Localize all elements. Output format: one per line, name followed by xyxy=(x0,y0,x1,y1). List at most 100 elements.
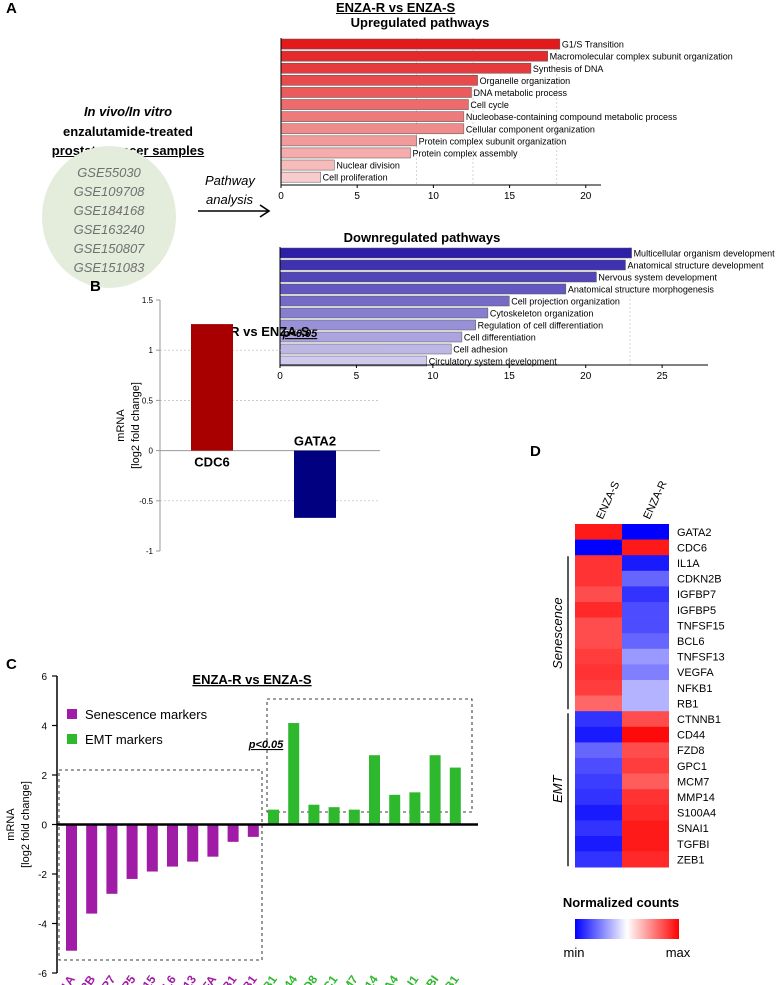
heatmap-cell xyxy=(575,726,622,743)
x-tick-label: 20 xyxy=(580,371,592,380)
marker-bar xyxy=(86,824,98,914)
x-tick-label: 15 xyxy=(504,191,516,200)
pathway-label: Cell cycle xyxy=(470,100,509,110)
pathway-label: Cell adhesion xyxy=(453,345,508,355)
heatmap-cell xyxy=(622,680,669,696)
heatmap-cell xyxy=(575,851,622,868)
heatmap-cell xyxy=(622,617,669,634)
pathway-bar xyxy=(280,50,548,62)
chart-title: ENZA-R vs ENZA-S xyxy=(192,672,312,687)
chart-title: Downregulated pathways xyxy=(344,230,501,245)
marker-bar xyxy=(146,824,158,872)
row-label: NFKB1 xyxy=(677,683,712,695)
pathway-label: Organelle organization xyxy=(480,76,571,86)
heatmap-cell xyxy=(622,648,669,665)
x-tick-label: IL1A xyxy=(52,972,79,985)
x-tick-label: 15 xyxy=(504,371,516,380)
pathway-analysis-label-line1: Pathway xyxy=(205,173,255,188)
row-label: FZD8 xyxy=(677,745,705,757)
heatmap-cell xyxy=(622,602,669,618)
pathway-bar xyxy=(280,62,532,74)
heatmap-cell xyxy=(575,617,622,634)
heatmap-cell xyxy=(575,789,622,806)
row-label: TNFSF13 xyxy=(677,652,725,664)
pathway-label: Cellular component organization xyxy=(466,124,595,134)
heatmap-cell xyxy=(575,633,622,650)
pathway-bar xyxy=(279,271,597,283)
heatmap-cell xyxy=(575,804,622,821)
x-tick-label: 0 xyxy=(278,191,284,200)
upregulated-pathways-chart: Upregulated pathways G1/S Transition Macro… xyxy=(278,15,733,200)
row-label: CDKN2B xyxy=(677,574,722,586)
pathway-arrow xyxy=(198,204,271,218)
panel-label-a: A xyxy=(6,0,17,17)
row-label: ZEB1 xyxy=(677,854,705,866)
pathway-label: G1/S Transition xyxy=(562,40,624,50)
row-label: VEGFA xyxy=(677,667,714,679)
marker-bar xyxy=(288,723,300,825)
dataset-ellipse xyxy=(42,146,176,288)
heatmap-cell xyxy=(575,664,622,681)
dataset-item: GSE109708 xyxy=(73,184,145,199)
legend-swatch xyxy=(67,734,77,744)
y-axis-label-line1: mRNA xyxy=(115,409,127,442)
x-tick-label: 5 xyxy=(354,371,360,380)
row-label: IGFBP5 xyxy=(677,605,716,617)
dataset-item: GSE151083 xyxy=(73,260,145,275)
pathway-label: Protein complex subunit organization xyxy=(419,136,567,146)
gata2-label: GATA2 xyxy=(294,434,336,449)
y-tick-label: -2 xyxy=(38,870,47,881)
marker-bar xyxy=(106,824,118,894)
pathway-label: Cytoskeleton organization xyxy=(490,309,594,319)
heatmap-cell xyxy=(575,586,622,603)
pathway-bar xyxy=(280,171,321,183)
legend-min-label: min xyxy=(564,945,585,960)
pathway-label: DNA metabolic process xyxy=(473,88,567,98)
chart-title: Upregulated pathways xyxy=(351,15,490,30)
y-tick-label: 0.5 xyxy=(142,396,154,405)
y-tick-label: 2 xyxy=(41,771,47,782)
row-label: MCM7 xyxy=(677,776,709,788)
pathway-label: Multicellular organism development xyxy=(634,249,776,259)
pathway-label: Regulation of cell differentiation xyxy=(478,321,603,331)
y-tick-label: 1 xyxy=(149,346,154,355)
y-tick-label: -0.5 xyxy=(139,497,153,506)
marker-bar xyxy=(348,809,360,825)
marker-bar xyxy=(187,824,199,862)
heatmap-cell xyxy=(575,539,622,556)
pathway-bar xyxy=(280,111,465,122)
y-tick-label: 4 xyxy=(41,722,47,733)
heatmap-cell xyxy=(622,742,669,759)
x-tick-label: 10 xyxy=(427,371,439,380)
heatmap-cell xyxy=(622,789,669,806)
y-tick-label: 6 xyxy=(41,672,47,683)
panel-label-d: D xyxy=(530,443,541,460)
pathway-bar xyxy=(279,247,632,259)
heatmap-cell xyxy=(622,851,669,868)
group-label: EMT xyxy=(550,774,565,803)
senescence-box xyxy=(58,769,263,961)
row-label: IL1A xyxy=(677,558,700,570)
row-label: BCL6 xyxy=(677,636,705,648)
marker-bar xyxy=(167,824,178,867)
panel-d-heatmap: ENZA-S ENZA-R GATA2 CDC6 IL1A CDKN2B IGFBP7 IGF… xyxy=(550,479,725,960)
heatmap-cell xyxy=(622,570,669,587)
panel-c-chart: ENZA-R vs ENZA-S -6 -4 -2 0 2 4 6 mRNA [log2 fold… xyxy=(5,672,478,985)
heatmap-cell xyxy=(622,820,669,837)
heatmap-cell xyxy=(575,648,622,665)
samples-title-line1: In vivo/In vitro xyxy=(83,104,173,119)
pathway-bar xyxy=(280,159,335,171)
y-tick-label: 0 xyxy=(41,821,47,832)
pathway-bar xyxy=(280,99,469,110)
cdc6-bar xyxy=(191,324,233,451)
pathway-label: Protein complex assembly xyxy=(413,148,519,158)
dataset-item: GSE184168 xyxy=(73,203,145,218)
heatmap-cell xyxy=(575,555,622,572)
heatmap-cell xyxy=(622,711,669,728)
row-label: GPC1 xyxy=(677,761,707,773)
x-tick-label: 25 xyxy=(657,371,669,380)
gata2-bar xyxy=(294,450,336,518)
y-tick-label: 0 xyxy=(149,447,154,456)
y-axis-label-line2: [log2 fold change] xyxy=(130,382,142,469)
pathway-label: Nuclear division xyxy=(336,161,400,171)
